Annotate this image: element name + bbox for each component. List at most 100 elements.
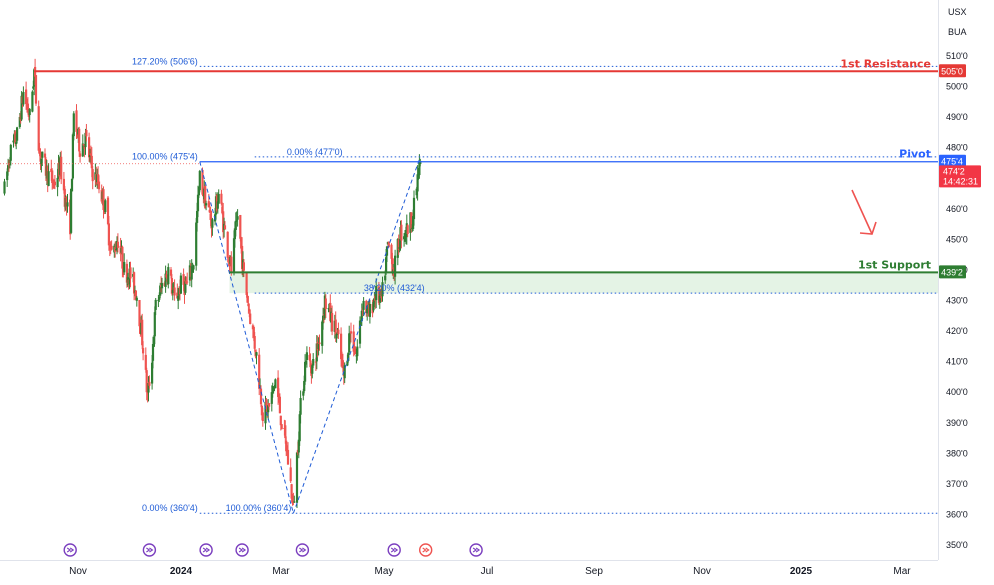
candle-body — [366, 305, 369, 314]
candle-body — [377, 286, 380, 304]
dividend-event-icon[interactable] — [419, 543, 433, 557]
time-tick-label: May — [375, 566, 394, 577]
candle-body — [240, 237, 243, 249]
candle-body — [18, 116, 21, 128]
candle-body — [51, 170, 54, 184]
candle-body — [81, 143, 84, 157]
time-tick-label: 2024 — [170, 566, 193, 577]
candle-body — [375, 285, 378, 301]
candle-body — [309, 360, 312, 368]
event-icon[interactable] — [235, 543, 249, 557]
candle-body — [195, 222, 198, 266]
candle-body — [232, 238, 236, 272]
candle-body — [308, 354, 311, 361]
candle-body — [290, 484, 293, 499]
candle-body — [198, 170, 201, 191]
candle-body — [160, 283, 164, 289]
candle-body — [390, 244, 393, 259]
event-icon[interactable] — [199, 543, 213, 557]
candlestick-series — [3, 58, 422, 508]
candle-body — [297, 439, 300, 453]
candle-body — [115, 249, 118, 251]
fib-label: 100.00% (360'4) — [226, 503, 292, 513]
fib-trend-line — [292, 156, 421, 514]
event-icon-circle — [469, 543, 483, 557]
candle-body — [255, 352, 258, 356]
candle-body — [138, 300, 141, 327]
candle-body — [264, 402, 267, 424]
event-icon-circle — [199, 543, 213, 557]
candle-body — [398, 247, 401, 249]
event-icon-circle — [295, 543, 310, 557]
event-icon[interactable] — [295, 543, 310, 557]
price-tick-label: 510'0 — [946, 51, 968, 61]
candle-body — [205, 203, 208, 206]
price-tick-label: 500'0 — [946, 82, 968, 92]
candle-body — [190, 266, 193, 280]
time-tick-label: 2025 — [790, 566, 813, 577]
fibonacci-lines: 127.20% (506'6) 100.00% (475'4) 0.00% (360… — [0, 56, 938, 514]
candle-body — [267, 405, 270, 413]
candle-body — [391, 257, 394, 274]
candle-body — [152, 336, 155, 347]
event-icon[interactable] — [63, 543, 77, 557]
candle-body — [419, 160, 422, 165]
event-icon[interactable] — [469, 543, 483, 557]
candle-body — [41, 151, 44, 158]
candle-body — [91, 169, 94, 182]
candle-body — [201, 169, 204, 195]
candle-body — [60, 156, 63, 180]
time-tick-label: Nov — [693, 566, 711, 577]
candle-body — [305, 352, 308, 360]
candle-body — [70, 178, 74, 192]
candle-body — [318, 342, 321, 345]
candle-body — [265, 399, 268, 406]
candle-body — [135, 297, 138, 301]
candle-body — [223, 225, 227, 230]
event-icon-circle — [235, 543, 249, 557]
candle-body — [14, 131, 17, 144]
event-icon-chevrons — [390, 547, 399, 553]
fib-trend-line — [199, 161, 294, 514]
candle-body — [26, 103, 29, 113]
event-icon[interactable] — [387, 543, 401, 557]
candle-body — [385, 257, 388, 274]
candle-body — [192, 265, 195, 270]
candle-body — [335, 334, 338, 339]
candle-body — [144, 354, 147, 370]
candle-body — [116, 241, 119, 248]
candle-body — [322, 315, 325, 324]
candle-body — [242, 262, 245, 271]
candle-body — [360, 310, 363, 322]
candle-body — [334, 319, 337, 336]
event-icon-circle — [419, 543, 433, 557]
candle-body — [239, 214, 242, 239]
countdown-text: 14:42:31 — [943, 176, 978, 186]
candle-body — [274, 379, 277, 389]
candle-body — [227, 260, 230, 262]
currency-label: USX — [948, 7, 967, 17]
candle-body — [207, 201, 210, 208]
candle-body — [25, 89, 28, 105]
candle-body — [348, 333, 351, 353]
time-axis[interactable]: Nov 2024 Mar May Jul Sep Nov 2025 Mar — [0, 560, 938, 578]
candle-body — [47, 171, 50, 186]
candle-body — [295, 452, 299, 503]
price-axis[interactable]: USX BUA 510'0500'0490'0480'0470'0460'045… — [938, 0, 968, 560]
candle-body — [272, 386, 275, 389]
price-tick-label: 420'0 — [946, 326, 968, 336]
candle-body — [226, 231, 229, 258]
candle-body — [230, 256, 233, 272]
candle-body — [153, 312, 156, 337]
candle-body — [331, 313, 334, 332]
candle-body — [277, 377, 280, 397]
candle-body — [6, 171, 9, 181]
event-icon[interactable] — [142, 543, 157, 557]
price-tick-label: 460'0 — [946, 204, 968, 214]
price-tag-text: 439'2 — [941, 267, 963, 277]
candle-body — [16, 127, 19, 141]
candle-body — [106, 197, 110, 225]
candle-body — [38, 149, 41, 155]
time-ticks: Nov 2024 Mar May Jul Sep Nov 2025 Mar — [69, 566, 911, 577]
